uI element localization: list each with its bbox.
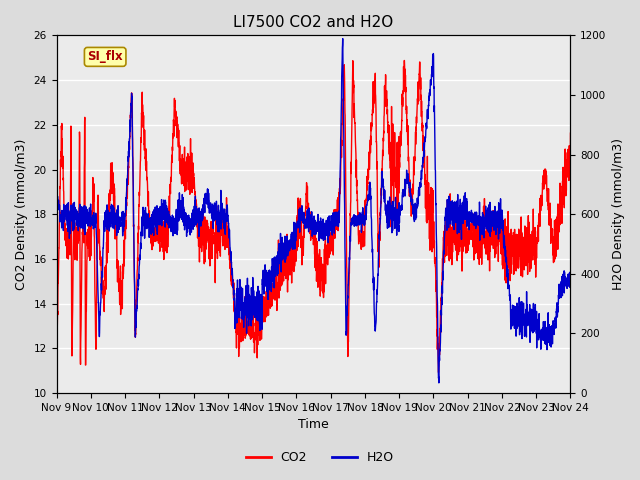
X-axis label: Time: Time bbox=[298, 419, 329, 432]
Title: LI7500 CO2 and H2O: LI7500 CO2 and H2O bbox=[234, 15, 394, 30]
Y-axis label: CO2 Density (mmol/m3): CO2 Density (mmol/m3) bbox=[15, 139, 28, 290]
Legend: CO2, H2O: CO2, H2O bbox=[241, 446, 399, 469]
Y-axis label: H2O Density (mmol/m3): H2O Density (mmol/m3) bbox=[612, 138, 625, 290]
Text: SI_flx: SI_flx bbox=[88, 50, 123, 63]
